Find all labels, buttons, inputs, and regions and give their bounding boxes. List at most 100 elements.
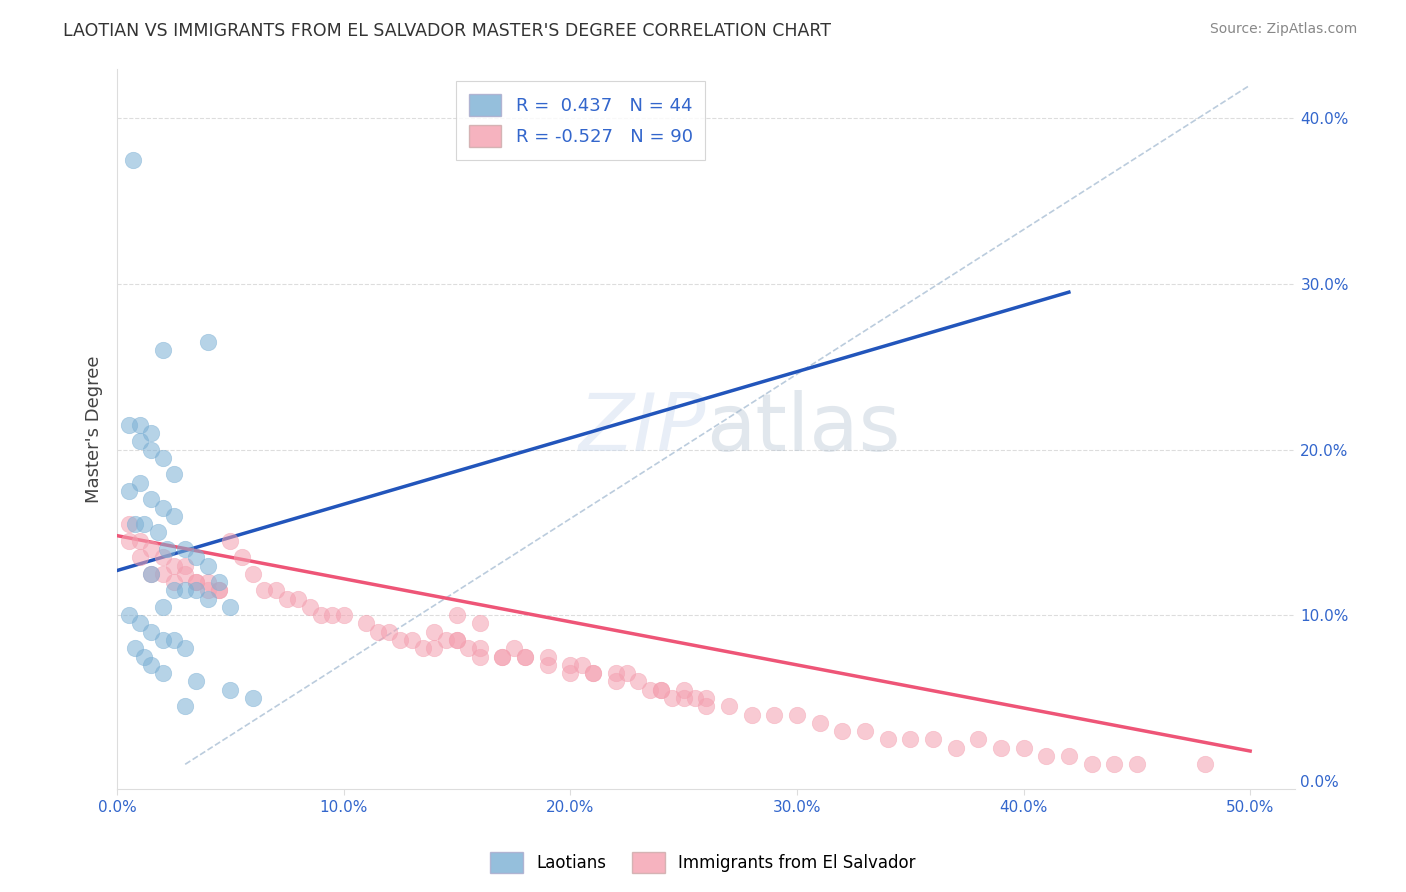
Point [141, 541, 163, 556]
Point [124, 517, 146, 532]
Point [717, 699, 740, 714]
Point [672, 682, 695, 697]
Point [152, 599, 174, 614]
Point [1194, 757, 1216, 772]
Point [605, 674, 627, 689]
Point [242, 566, 264, 581]
Point [197, 558, 219, 573]
Point [186, 583, 208, 598]
Point [128, 533, 150, 548]
Point [695, 699, 717, 714]
Text: atlas: atlas [706, 390, 901, 467]
Point [333, 608, 356, 623]
Point [491, 649, 513, 664]
Point [661, 691, 683, 706]
Point [468, 616, 491, 631]
Point [378, 624, 401, 639]
Point [741, 707, 763, 722]
Point [1012, 740, 1035, 755]
Point [152, 343, 174, 358]
Point [242, 691, 264, 706]
Point [141, 566, 163, 581]
Point [434, 633, 457, 648]
Point [117, 533, 139, 548]
Y-axis label: Master's Degree: Master's Degree [86, 355, 103, 502]
Point [141, 624, 163, 639]
Point [513, 649, 536, 664]
Point [457, 641, 479, 656]
Point [128, 616, 150, 631]
Point [763, 707, 786, 722]
Text: Source: ZipAtlas.com: Source: ZipAtlas.com [1209, 22, 1357, 37]
Point [945, 740, 967, 755]
Point [134, 517, 156, 532]
Point [695, 691, 717, 706]
Point [389, 633, 412, 648]
Point [163, 558, 186, 573]
Point [163, 575, 186, 590]
Point [683, 691, 706, 706]
Point [1035, 749, 1057, 764]
Point [163, 583, 186, 598]
Point [253, 583, 276, 598]
Point [117, 483, 139, 498]
Point [231, 550, 253, 565]
Point [128, 417, 150, 432]
Point [321, 608, 343, 623]
Point [298, 599, 321, 614]
Legend: R =  0.437   N = 44, R = -0.527   N = 90: R = 0.437 N = 44, R = -0.527 N = 90 [456, 81, 706, 160]
Point [163, 508, 186, 523]
Point [502, 641, 524, 656]
Point [128, 434, 150, 449]
Point [401, 633, 423, 648]
Point [141, 566, 163, 581]
Point [468, 641, 491, 656]
Point [197, 583, 219, 598]
Point [560, 666, 582, 681]
Point [174, 583, 197, 598]
Text: LAOTIAN VS IMMIGRANTS FROM EL SALVADOR MASTER'S DEGREE CORRELATION CHART: LAOTIAN VS IMMIGRANTS FROM EL SALVADOR M… [63, 22, 831, 40]
Point [990, 740, 1012, 755]
Point [208, 583, 231, 598]
Point [1080, 757, 1102, 772]
Point [141, 442, 163, 457]
Point [560, 657, 582, 672]
Point [219, 599, 242, 614]
Point [152, 666, 174, 681]
Point [152, 550, 174, 565]
Point [122, 153, 145, 167]
Point [582, 666, 605, 681]
Point [638, 682, 661, 697]
Point [219, 682, 242, 697]
Point [156, 541, 179, 556]
Point [197, 334, 219, 349]
Point [117, 417, 139, 432]
Point [152, 566, 174, 581]
Point [571, 657, 593, 672]
Point [264, 583, 287, 598]
Point [1126, 757, 1149, 772]
Point [174, 558, 197, 573]
Point [186, 550, 208, 565]
Point [446, 633, 468, 648]
Point [186, 575, 208, 590]
Point [582, 666, 605, 681]
Point [412, 641, 434, 656]
Point [117, 517, 139, 532]
Point [853, 724, 876, 739]
Point [276, 591, 298, 606]
Point [174, 566, 197, 581]
Text: ZIP: ZIP [579, 390, 706, 467]
Point [152, 450, 174, 465]
Point [922, 732, 945, 747]
Point [208, 575, 231, 590]
Point [513, 649, 536, 664]
Point [808, 715, 831, 730]
Point [141, 425, 163, 440]
Point [197, 591, 219, 606]
Point [141, 492, 163, 507]
Point [219, 533, 242, 548]
Point [446, 608, 468, 623]
Point [152, 633, 174, 648]
Point [174, 699, 197, 714]
